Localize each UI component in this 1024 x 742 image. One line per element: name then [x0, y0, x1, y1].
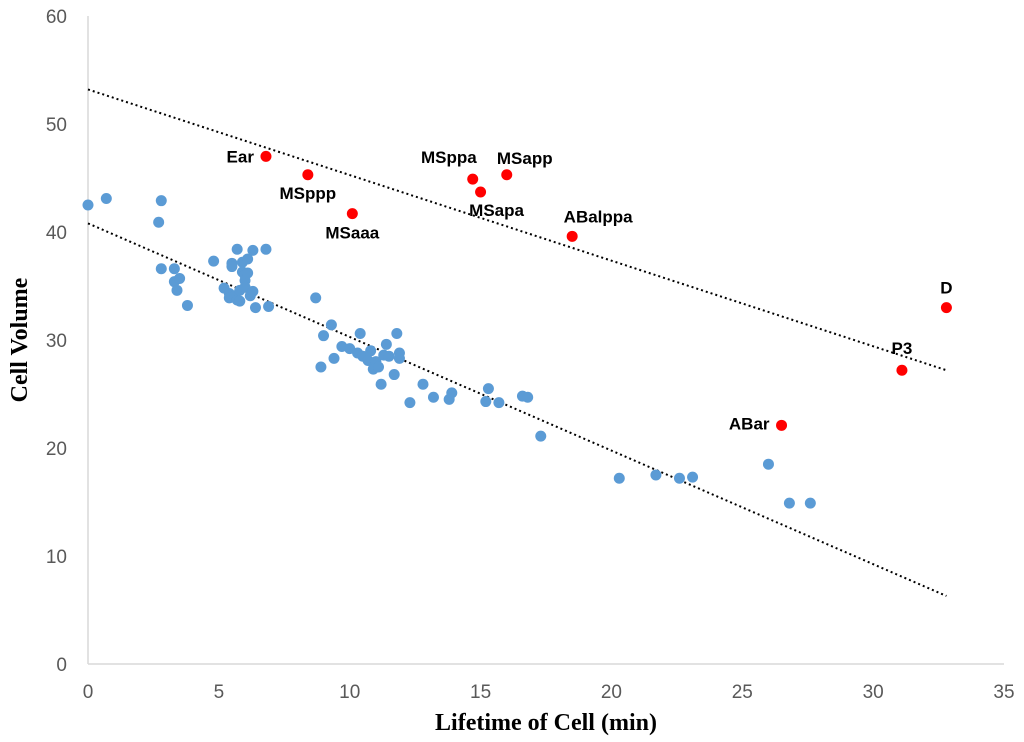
point-label: ABalppa: [564, 207, 634, 226]
data-points: [82, 150, 952, 509]
data-point: [673, 472, 685, 484]
x-tick-label: 30: [863, 682, 884, 703]
data-point: [208, 255, 220, 267]
trendline: [87, 88, 947, 372]
data-point: [493, 397, 505, 409]
trendline: [87, 222, 947, 597]
point-label: D: [940, 279, 952, 298]
x-axis-title: Lifetime of Cell (min): [435, 710, 657, 736]
data-point: [153, 216, 165, 228]
data-point: [480, 396, 492, 408]
y-tick-label: 40: [46, 223, 67, 244]
x-tick-labels: 0 5 10 15 20 25 30 35: [83, 682, 1015, 703]
x-tick-label: 0: [83, 682, 94, 703]
highlight-point: [776, 419, 788, 431]
point-label: MSppa: [421, 148, 477, 167]
data-point: [168, 263, 180, 275]
data-point: [354, 328, 366, 340]
highlight-point: [896, 364, 908, 376]
y-tick-labels: 0 10 20 30 40 50 60: [46, 7, 67, 676]
data-point: [234, 295, 246, 307]
data-point: [249, 302, 261, 314]
data-point: [365, 345, 377, 357]
data-point: [260, 243, 272, 255]
data-point: [783, 497, 795, 509]
data-point: [181, 299, 193, 311]
point-label: MSapa: [469, 201, 524, 220]
highlight-point: [260, 150, 272, 162]
data-point: [446, 387, 458, 399]
trendlines: [87, 88, 947, 597]
data-point: [174, 272, 186, 284]
point-labels: Ear MSppp MSaaa MSppa MSapa MSapp ABalppa D P3 AB…: [227, 147, 953, 433]
highlight-point: [475, 186, 487, 198]
point-label: P3: [892, 339, 913, 358]
data-point: [315, 361, 327, 373]
data-point: [417, 378, 429, 390]
highlight-point: [467, 173, 479, 185]
data-point: [325, 319, 337, 331]
x-tick-label: 35: [993, 682, 1014, 703]
highlight-point: [940, 302, 952, 314]
data-point: [328, 352, 340, 364]
data-point: [100, 193, 112, 205]
data-point: [613, 472, 625, 484]
point-label: MSapp: [497, 149, 553, 168]
highlight-point: [346, 208, 358, 220]
y-tick-label: 20: [46, 439, 67, 460]
axes: [87, 16, 1004, 665]
y-tick-label: 60: [46, 7, 67, 28]
x-tick-label: 5: [214, 682, 225, 703]
data-point: [687, 471, 699, 483]
data-point: [522, 391, 534, 403]
point-label: ABar: [729, 414, 770, 433]
data-point: [171, 284, 183, 296]
x-tick-label: 25: [732, 682, 753, 703]
highlight-point: [566, 230, 578, 242]
y-tick-label: 30: [46, 331, 67, 352]
data-point: [391, 328, 403, 340]
data-point: [388, 369, 400, 381]
data-point: [380, 338, 392, 350]
data-point: [318, 330, 330, 342]
highlight-point: [501, 169, 513, 181]
y-axis-title: Cell Volume: [7, 277, 33, 402]
data-point: [393, 352, 405, 364]
point-label: MSppp: [280, 184, 337, 203]
data-point: [482, 383, 494, 395]
data-point: [427, 391, 439, 403]
x-tick-label: 15: [470, 682, 491, 703]
data-point: [263, 301, 275, 313]
data-point: [247, 244, 259, 256]
data-point: [650, 469, 662, 481]
data-point: [242, 253, 254, 265]
data-point: [404, 397, 416, 409]
data-point: [247, 285, 259, 297]
data-point: [155, 263, 167, 275]
data-point: [155, 195, 167, 207]
data-point: [231, 243, 243, 255]
point-label: Ear: [227, 147, 255, 166]
data-point: [383, 350, 395, 362]
data-point: [242, 267, 254, 279]
data-point: [82, 199, 94, 211]
y-tick-label: 0: [56, 655, 67, 676]
data-point: [375, 378, 387, 390]
point-label: MSaaa: [325, 224, 379, 243]
y-tick-label: 10: [46, 547, 67, 568]
data-point: [762, 458, 774, 470]
x-tick-label: 20: [601, 682, 622, 703]
highlight-point: [302, 169, 314, 181]
data-point: [310, 292, 322, 304]
y-tick-label: 50: [46, 115, 67, 136]
data-point: [226, 261, 238, 273]
x-tick-label: 10: [339, 682, 360, 703]
data-point: [373, 361, 385, 373]
data-point: [804, 497, 816, 509]
data-point: [535, 430, 547, 442]
